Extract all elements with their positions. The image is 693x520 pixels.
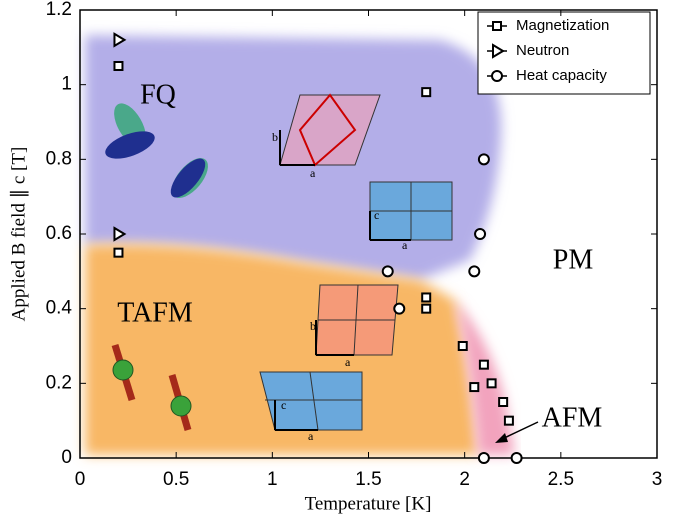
x-axis-title: Temperature [K]: [305, 493, 432, 514]
inset-label: c: [374, 208, 379, 222]
y-tick-label: 0: [61, 447, 72, 468]
y-axis-title: Applied B field ∥ c [T]: [8, 147, 29, 322]
marker: [479, 453, 489, 463]
x-tick-label: 1.5: [355, 469, 381, 490]
x-tick-label: 3: [652, 469, 663, 490]
y-tick-label: 0.2: [46, 372, 72, 393]
x-tick-label: 2.5: [548, 469, 574, 490]
marker: [499, 398, 507, 406]
phase-label: PM: [553, 244, 594, 275]
phase-label: FQ: [140, 79, 176, 110]
inset-label: c: [281, 398, 286, 412]
y-tick-label: 0.6: [46, 223, 72, 244]
marker: [470, 383, 478, 391]
y-tick-label: 1: [61, 74, 72, 95]
inset-label: a: [310, 166, 316, 180]
marker: [114, 62, 122, 70]
marker: [114, 249, 122, 257]
inset-label: b: [310, 319, 316, 333]
legend-label: Neutron: [516, 42, 569, 59]
marker: [422, 293, 430, 301]
x-tick-label: 1: [267, 469, 278, 490]
phase-label: TAFM: [117, 297, 193, 328]
legend-marker: [493, 22, 501, 30]
marker: [480, 361, 488, 369]
marker: [422, 88, 430, 96]
marker: [469, 266, 479, 276]
marker: [475, 229, 485, 239]
y-tick-label: 0.4: [46, 298, 73, 319]
legend-marker: [492, 71, 502, 81]
marker: [459, 342, 467, 350]
chart: b a c a b a c a FQ TAFM PM AFM Temperatu…: [0, 0, 693, 520]
x-tick-label: 0.5: [163, 469, 189, 490]
marker: [394, 304, 404, 314]
legend-label: Magnetization: [516, 17, 609, 34]
x-tick-label: 2: [459, 469, 470, 490]
x-tick-label: 0: [75, 469, 86, 490]
inset-label: a: [345, 355, 351, 369]
marker: [422, 305, 430, 313]
legend-label: Heat capacity: [516, 67, 607, 84]
phase-label: AFM: [542, 402, 603, 433]
y-tick-label: 1.2: [46, 0, 72, 20]
y-tick-label: 0.8: [46, 148, 72, 169]
inset-label: b: [272, 130, 278, 144]
marker: [505, 417, 513, 425]
inset-label: a: [402, 238, 408, 252]
inset-label: a: [308, 429, 314, 443]
marker: [479, 154, 489, 164]
marker: [488, 379, 496, 387]
marker: [383, 266, 393, 276]
marker: [512, 453, 522, 463]
